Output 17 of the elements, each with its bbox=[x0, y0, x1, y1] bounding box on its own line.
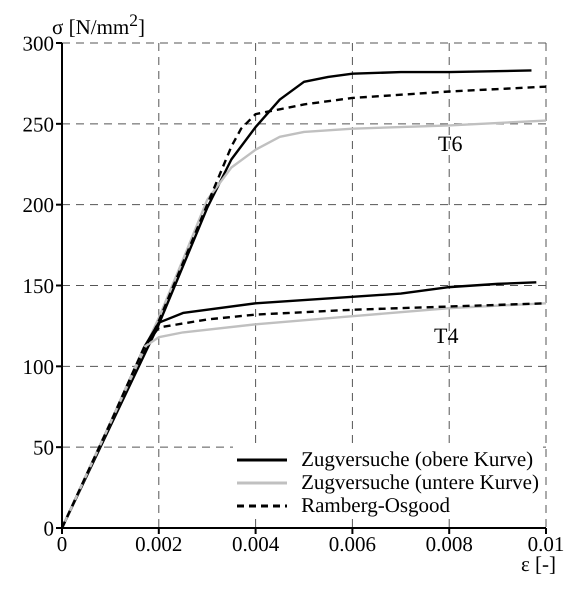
y-tick-label: 200 bbox=[22, 193, 54, 218]
x-tick-label: 0.006 bbox=[328, 532, 376, 556]
y-tick-label: 0 bbox=[44, 516, 54, 540]
annotation: T6 bbox=[438, 130, 462, 158]
annotation: T4 bbox=[434, 322, 458, 350]
legend-label: Zugversuche (obere Kurve) bbox=[301, 447, 534, 471]
legend-label: Ramberg-Osgood bbox=[301, 493, 450, 517]
legend-label: Zugversuche (untere Kurve) bbox=[301, 470, 539, 494]
x-tick-label: 0.002 bbox=[135, 532, 182, 556]
y-tick-label: 50 bbox=[33, 436, 54, 460]
x-tick-label: 0.008 bbox=[426, 532, 473, 556]
y-tick-label: 250 bbox=[22, 112, 54, 136]
y-tick-label: 100 bbox=[22, 354, 54, 379]
y-tick-label: 300 bbox=[22, 31, 54, 56]
y-tick-label: 150 bbox=[22, 274, 54, 298]
y-axis-title: σ [N/mm$^{2}$] bbox=[52, 10, 145, 39]
x-tick-label: 0.004 bbox=[232, 532, 280, 556]
